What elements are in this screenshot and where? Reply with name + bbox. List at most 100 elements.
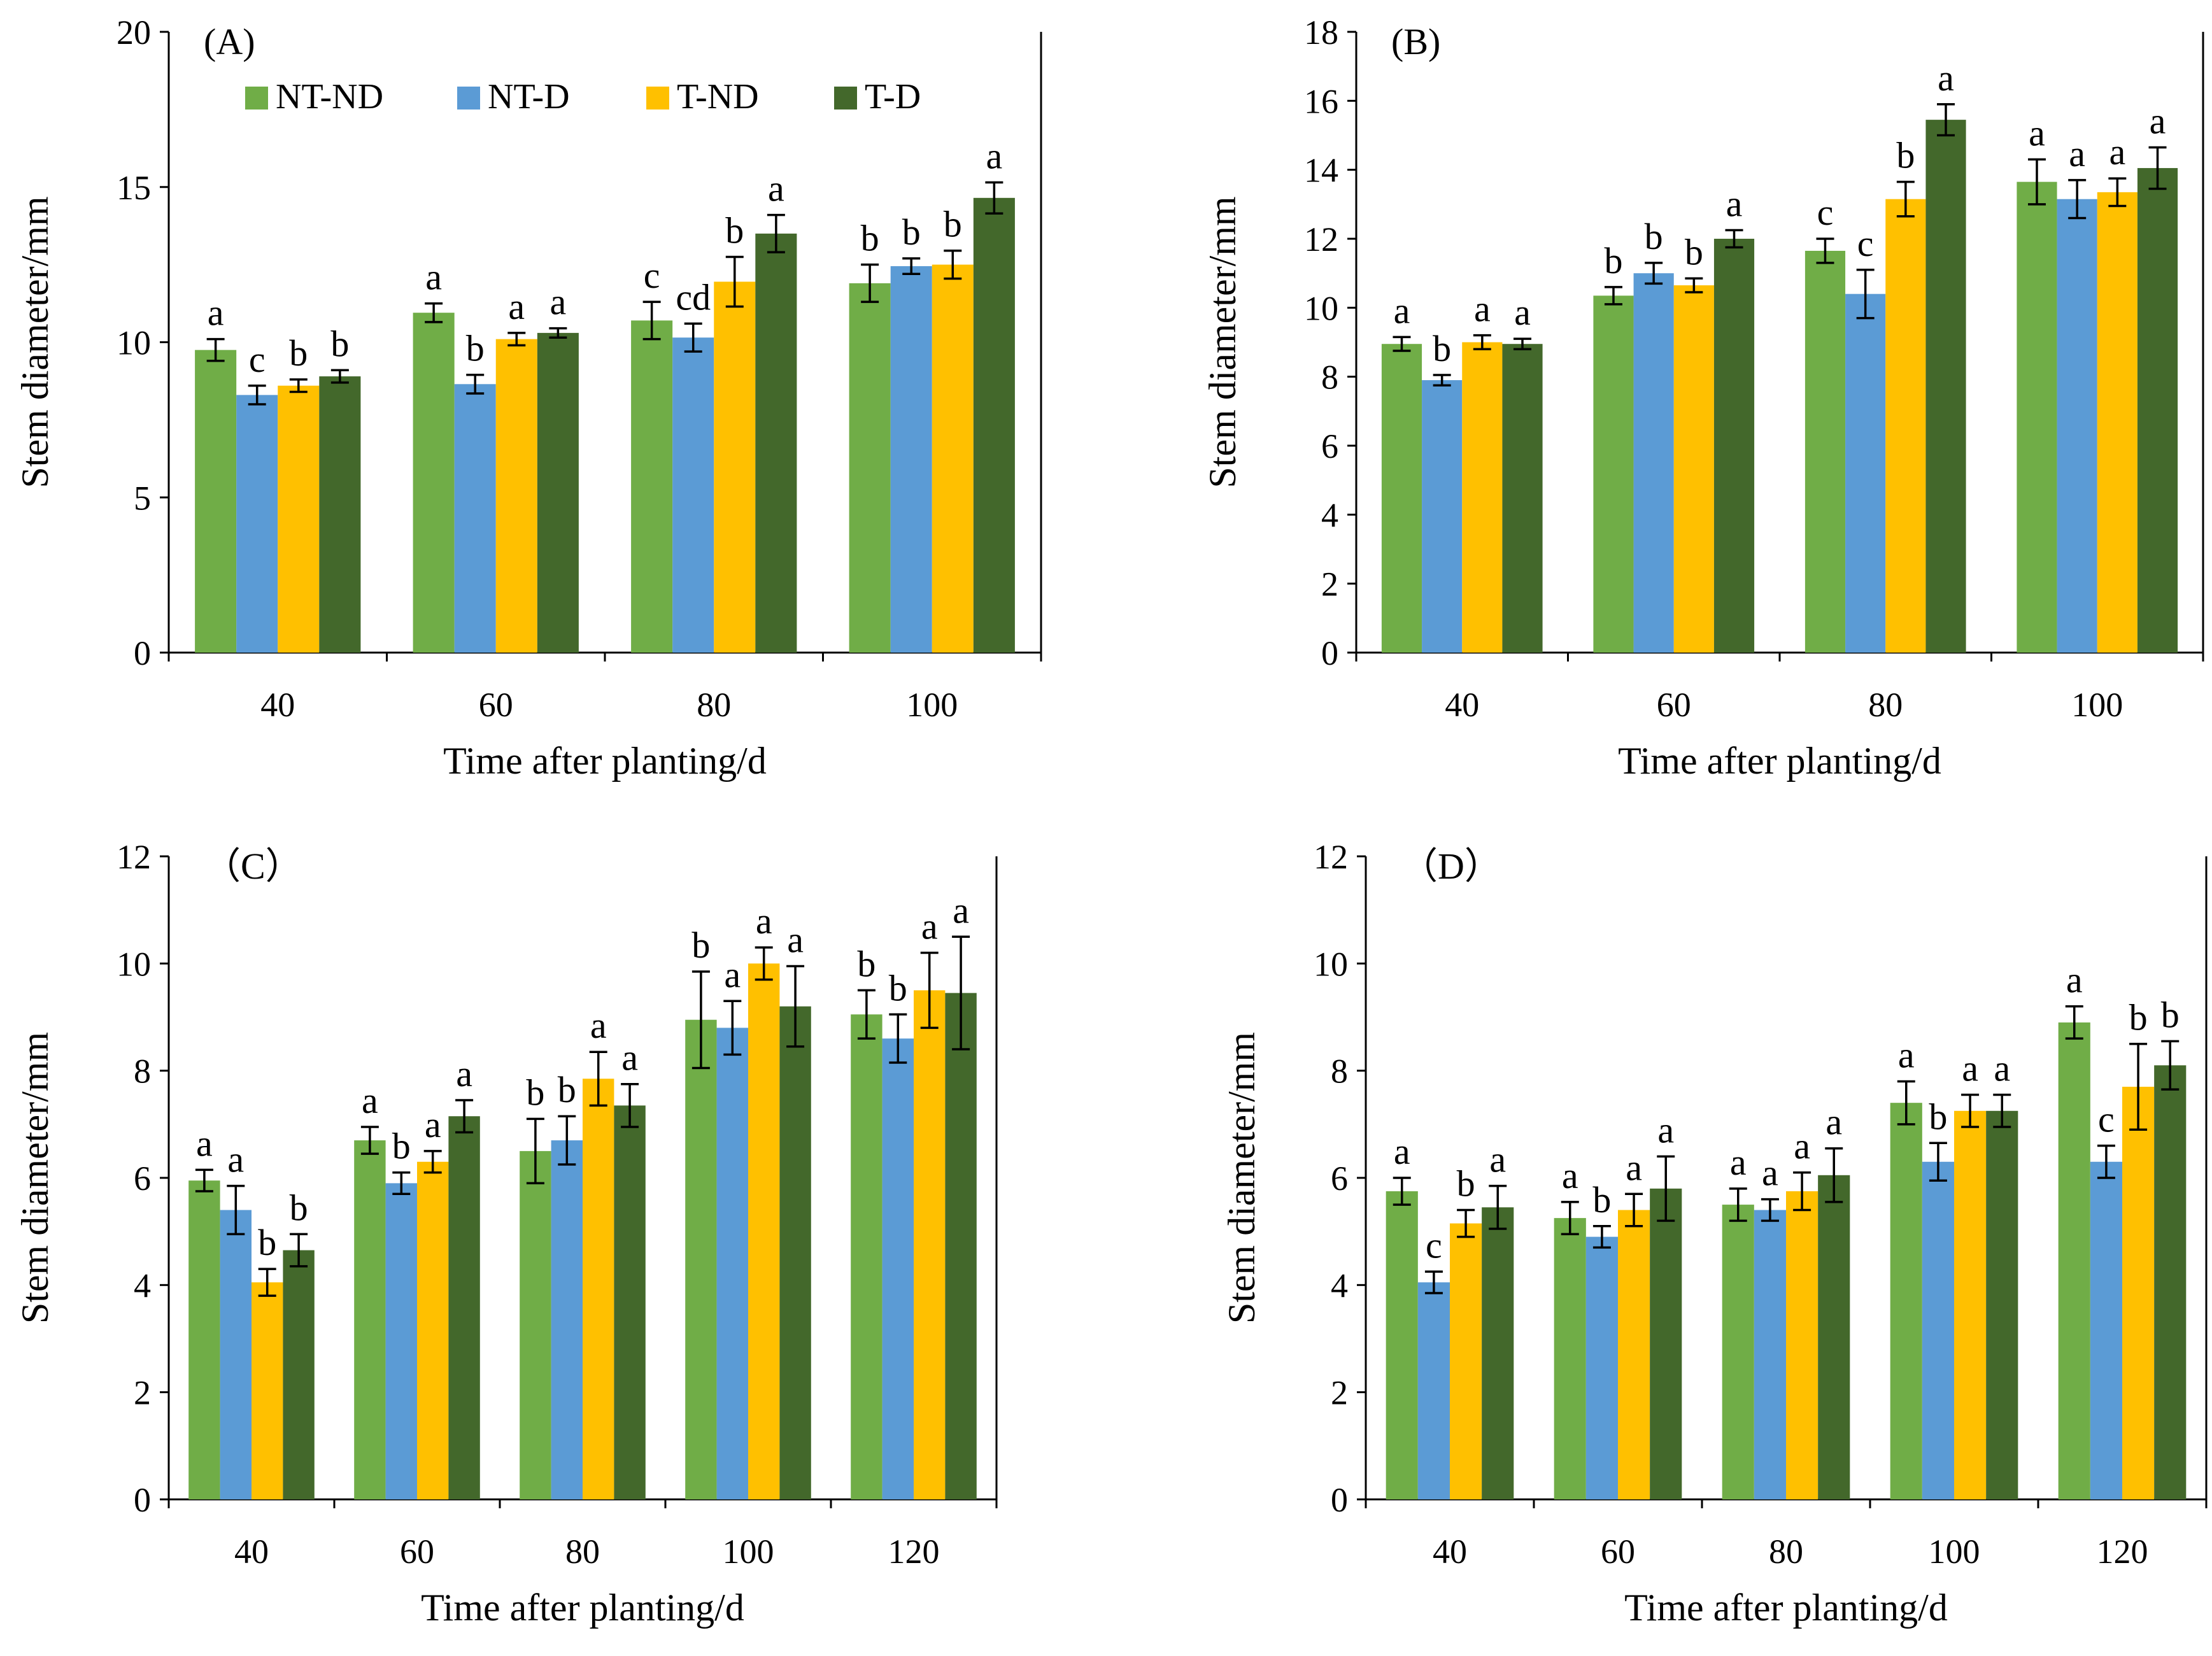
bar-t-d-60: [1650, 1188, 1682, 1499]
legend-swatch-t-nd: [646, 87, 669, 110]
bar-t-nd-100: [932, 264, 974, 653]
x-tick-label: 60: [400, 1532, 434, 1571]
bar-nt-d-100: [716, 1028, 748, 1499]
significance-letter: b: [290, 1187, 308, 1228]
x-tick-label: 60: [1657, 686, 1691, 724]
significance-letter: c: [1857, 223, 1874, 264]
significance-letter: b: [1685, 231, 1703, 272]
significance-letter: a: [1938, 57, 1954, 99]
significance-letter: b: [392, 1126, 411, 1167]
bar-t-nd-60: [1673, 285, 1714, 653]
significance-letter: c: [249, 339, 266, 380]
x-tick-label: 100: [2071, 686, 2123, 724]
bar-nt-d-60: [1585, 1236, 1618, 1499]
y-tick-label: 2: [1331, 1374, 1348, 1412]
significance-letter: a: [986, 135, 1002, 176]
significance-letter: b: [2129, 997, 2148, 1038]
y-tick-label: 4: [1331, 1266, 1348, 1305]
significance-letter: a: [1898, 1035, 1915, 1076]
significance-letter: cd: [676, 276, 711, 318]
bar-nt-d-40: [220, 1210, 252, 1499]
x-tick-label: 60: [1601, 1532, 1635, 1571]
bar-nt-d-100: [1922, 1161, 1954, 1499]
x-tick-label: 40: [260, 686, 295, 724]
y-tick-label: 2: [134, 1374, 151, 1412]
legend-label: T-ND: [677, 77, 759, 117]
bar-nt-nd-80: [520, 1150, 551, 1499]
significance-letter: a: [953, 889, 969, 931]
significance-letter: b: [1929, 1096, 1947, 1137]
y-tick-label: 8: [1321, 358, 1338, 397]
significance-letter: a: [1394, 290, 1410, 331]
significance-letter: b: [1433, 328, 1451, 369]
y-tick-label: 10: [117, 324, 151, 362]
bar-t-nd-60: [495, 339, 537, 653]
bar-nt-d-60: [1633, 273, 1674, 653]
significance-letter: a: [362, 1080, 378, 1121]
significance-letter: b: [526, 1072, 544, 1113]
significance-letter: a: [208, 292, 224, 334]
bar-nt-d-80: [1845, 294, 1886, 653]
panel-label: (B): [1391, 21, 1440, 62]
y-tick-label: 8: [1331, 1052, 1348, 1091]
bar-nt-d-80: [551, 1140, 583, 1499]
significance-letter: a: [1730, 1142, 1747, 1183]
legend-label: NT-ND: [276, 77, 383, 117]
significance-letter: b: [1604, 240, 1622, 281]
bar-t-nd-80: [714, 281, 756, 653]
x-tick-label: 80: [1868, 686, 1903, 724]
significance-letter: a: [1514, 292, 1531, 333]
bar-t-nd-40: [278, 385, 320, 653]
bar-t-nd-80: [583, 1079, 614, 1499]
bar-t-d-40: [1482, 1207, 1514, 1499]
bar-t-nd-100: [748, 963, 780, 1499]
bar-nt-d-80: [672, 337, 714, 653]
bar-nt-d-40: [1422, 380, 1463, 653]
significance-letter: b: [857, 943, 876, 984]
significance-letter: a: [1562, 1155, 1578, 1196]
bar-nt-d-80: [1754, 1210, 1786, 1499]
bar-t-nd-60: [1618, 1210, 1650, 1499]
x-axis-title: Time after planting/d: [443, 740, 767, 782]
x-tick-label: 120: [2097, 1532, 2148, 1571]
significance-letter: b: [330, 323, 349, 364]
significance-letter: a: [1474, 288, 1491, 330]
bar-t-d-40: [319, 376, 361, 653]
y-tick-label: 4: [1321, 496, 1338, 534]
x-tick-label: 40: [1445, 686, 1479, 724]
bar-t-nd-120: [914, 990, 946, 1499]
y-tick-label: 14: [1304, 152, 1338, 190]
significance-letter: b: [944, 204, 962, 245]
significance-letter: a: [1826, 1101, 1842, 1143]
bar-nt-nd-100: [849, 283, 891, 653]
y-tick-label: 0: [134, 1481, 151, 1519]
y-tick-label: 6: [1331, 1159, 1348, 1198]
significance-letter: a: [1794, 1126, 1810, 1167]
bar-nt-d-40: [1417, 1282, 1450, 1499]
bar-nt-nd-60: [354, 1140, 386, 1499]
significance-letter: a: [425, 1104, 441, 1145]
bar-nt-nd-100: [2017, 181, 2057, 653]
y-tick-label: 10: [1304, 289, 1338, 327]
bar-t-nd-120: [2122, 1086, 2155, 1499]
bar-nt-d-100: [2057, 199, 2097, 653]
y-tick-label: 0: [1331, 1481, 1348, 1519]
panel-label: （C）: [204, 846, 302, 887]
significance-letter: a: [227, 1139, 244, 1180]
significance-letter: a: [2066, 959, 2083, 1001]
bar-t-d-120: [945, 993, 977, 1499]
y-axis-title: Stem diameter/mm: [1221, 1032, 1263, 1324]
significance-letter: b: [1645, 216, 1663, 257]
bar-t-d-40: [1502, 344, 1543, 653]
y-tick-label: 6: [134, 1159, 151, 1198]
significance-letter: a: [1962, 1048, 1978, 1089]
bar-t-nd-100: [2097, 192, 2138, 653]
x-tick-label: 40: [234, 1532, 269, 1571]
bar-t-nd-60: [417, 1161, 449, 1499]
x-tick-label: 100: [1929, 1532, 1980, 1571]
significance-letter: b: [1896, 135, 1915, 176]
